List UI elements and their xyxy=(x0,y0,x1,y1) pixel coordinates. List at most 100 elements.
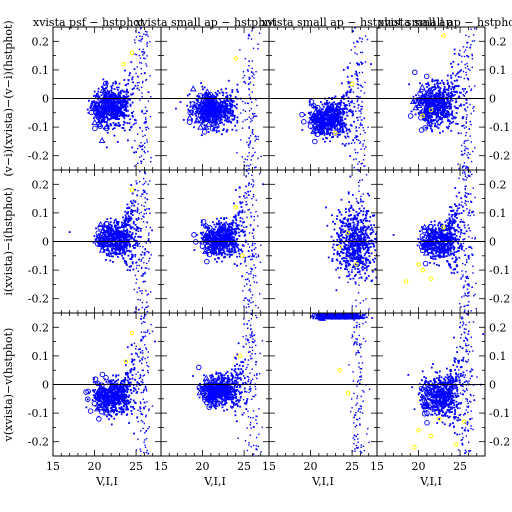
data-point xyxy=(146,306,148,309)
data-point xyxy=(109,242,112,245)
data-point xyxy=(108,107,111,109)
data-point xyxy=(211,231,214,234)
data-point xyxy=(439,108,441,111)
data-point xyxy=(316,112,323,119)
data-point xyxy=(222,233,225,235)
data-point xyxy=(427,112,433,118)
data-point xyxy=(442,110,445,113)
data-point xyxy=(117,111,120,114)
data-point xyxy=(253,115,255,117)
data-point xyxy=(338,112,341,115)
data-point xyxy=(409,97,417,104)
data-point xyxy=(457,85,460,88)
data-point xyxy=(316,111,318,113)
data-point xyxy=(337,117,340,119)
data-point xyxy=(250,118,252,120)
data-point xyxy=(252,301,254,303)
data-point xyxy=(212,128,215,131)
data-point xyxy=(234,105,237,108)
data-point xyxy=(463,140,466,142)
data-point xyxy=(191,113,194,116)
data-point xyxy=(359,226,362,229)
data-point xyxy=(465,110,467,112)
data-point xyxy=(348,104,351,107)
data-point xyxy=(350,101,352,104)
data-point xyxy=(457,63,460,66)
data-point xyxy=(220,241,223,244)
data-point xyxy=(189,105,192,108)
data-point xyxy=(147,35,149,37)
data-point xyxy=(356,117,358,119)
data-point xyxy=(346,135,349,138)
data-point xyxy=(431,78,434,81)
data-point xyxy=(234,243,237,246)
data-point xyxy=(213,228,216,231)
data-point xyxy=(123,225,126,228)
data-point xyxy=(462,154,464,156)
data-point xyxy=(108,104,110,107)
data-point xyxy=(332,120,334,123)
data-point xyxy=(242,221,244,224)
data-point xyxy=(234,227,237,230)
data-point xyxy=(338,241,341,244)
data-point xyxy=(333,123,336,126)
data-point xyxy=(126,223,129,226)
data-point xyxy=(137,270,140,272)
data-point xyxy=(201,94,204,97)
data-point xyxy=(220,88,223,91)
data-point xyxy=(142,189,145,192)
data-point xyxy=(221,115,224,118)
data-point xyxy=(243,81,245,83)
data-point xyxy=(223,115,226,118)
data-point xyxy=(339,119,342,121)
data-point xyxy=(437,104,440,106)
data-point xyxy=(106,229,109,232)
data-point xyxy=(459,103,462,106)
data-point xyxy=(357,116,359,119)
data-point xyxy=(124,104,127,106)
data-point xyxy=(123,108,126,111)
data-point xyxy=(451,114,454,117)
data-point xyxy=(317,113,320,116)
data-point xyxy=(129,103,132,106)
data-point xyxy=(87,111,90,114)
data-point xyxy=(242,120,244,123)
data-point xyxy=(461,153,464,155)
data-point xyxy=(248,167,250,170)
data-point xyxy=(245,201,247,203)
data-point xyxy=(224,105,227,108)
data-point xyxy=(132,199,135,202)
data-point xyxy=(252,228,255,231)
data-point xyxy=(342,107,345,110)
data-point xyxy=(200,236,203,239)
data-point xyxy=(257,47,259,50)
data-point xyxy=(140,253,143,256)
data-point xyxy=(441,114,443,117)
data-point xyxy=(451,86,454,88)
data-point xyxy=(310,115,313,118)
data-point xyxy=(121,241,124,244)
data-point xyxy=(204,250,207,253)
data-point xyxy=(216,223,218,226)
data-point xyxy=(242,231,245,234)
data-point xyxy=(432,113,435,116)
data-point xyxy=(118,82,121,85)
data-point xyxy=(135,232,137,235)
data-point xyxy=(434,95,437,98)
data-point xyxy=(138,264,140,267)
data-point xyxy=(469,69,471,71)
data-point xyxy=(189,101,192,104)
data-point xyxy=(221,121,223,124)
data-point xyxy=(249,290,252,293)
data-point xyxy=(431,99,433,102)
data-point xyxy=(344,135,347,138)
data-point xyxy=(113,101,116,104)
data-point xyxy=(318,111,320,113)
secondary-point xyxy=(129,187,135,193)
data-point xyxy=(91,118,99,126)
data-point xyxy=(442,112,445,114)
data-point xyxy=(348,238,350,241)
data-point xyxy=(329,105,332,108)
data-point xyxy=(337,129,339,132)
data-point xyxy=(110,124,112,127)
